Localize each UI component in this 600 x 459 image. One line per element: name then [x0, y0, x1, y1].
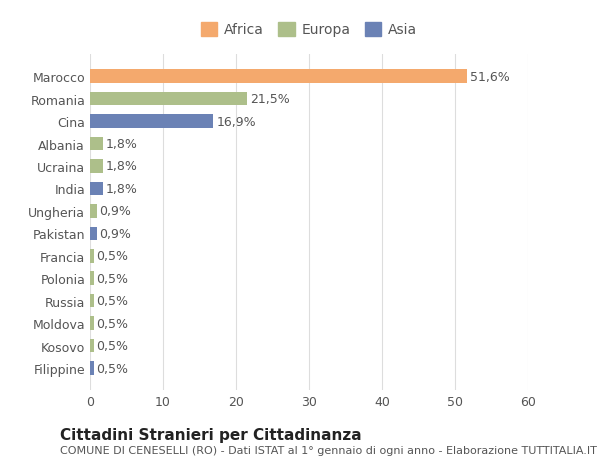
- Text: 21,5%: 21,5%: [250, 93, 290, 106]
- Text: 0,5%: 0,5%: [97, 272, 128, 285]
- Bar: [90, 115, 214, 129]
- Text: 0,5%: 0,5%: [97, 339, 128, 353]
- Text: 0,5%: 0,5%: [97, 362, 128, 375]
- Text: 0,5%: 0,5%: [97, 317, 128, 330]
- Bar: [90, 272, 94, 285]
- Text: 0,5%: 0,5%: [97, 295, 128, 308]
- Text: 1,8%: 1,8%: [106, 138, 138, 151]
- Bar: [90, 362, 94, 375]
- Bar: [90, 294, 94, 308]
- Bar: [90, 205, 97, 218]
- Legend: Africa, Europa, Asia: Africa, Europa, Asia: [197, 18, 421, 41]
- Bar: [90, 93, 247, 106]
- Text: 0,9%: 0,9%: [100, 205, 131, 218]
- Text: Cittadini Stranieri per Cittadinanza: Cittadini Stranieri per Cittadinanza: [60, 427, 362, 442]
- Bar: [90, 250, 94, 263]
- Text: COMUNE DI CENESELLI (RO) - Dati ISTAT al 1° gennaio di ogni anno - Elaborazione : COMUNE DI CENESELLI (RO) - Dati ISTAT al…: [60, 445, 597, 455]
- Text: 51,6%: 51,6%: [470, 71, 509, 84]
- Bar: [90, 182, 103, 196]
- Bar: [90, 138, 103, 151]
- Bar: [90, 70, 467, 84]
- Text: 16,9%: 16,9%: [216, 115, 256, 129]
- Text: 0,5%: 0,5%: [97, 250, 128, 263]
- Bar: [90, 160, 103, 174]
- Text: 1,8%: 1,8%: [106, 183, 138, 196]
- Bar: [90, 339, 94, 353]
- Bar: [90, 227, 97, 241]
- Text: 0,9%: 0,9%: [100, 227, 131, 241]
- Bar: [90, 317, 94, 330]
- Text: 1,8%: 1,8%: [106, 160, 138, 173]
